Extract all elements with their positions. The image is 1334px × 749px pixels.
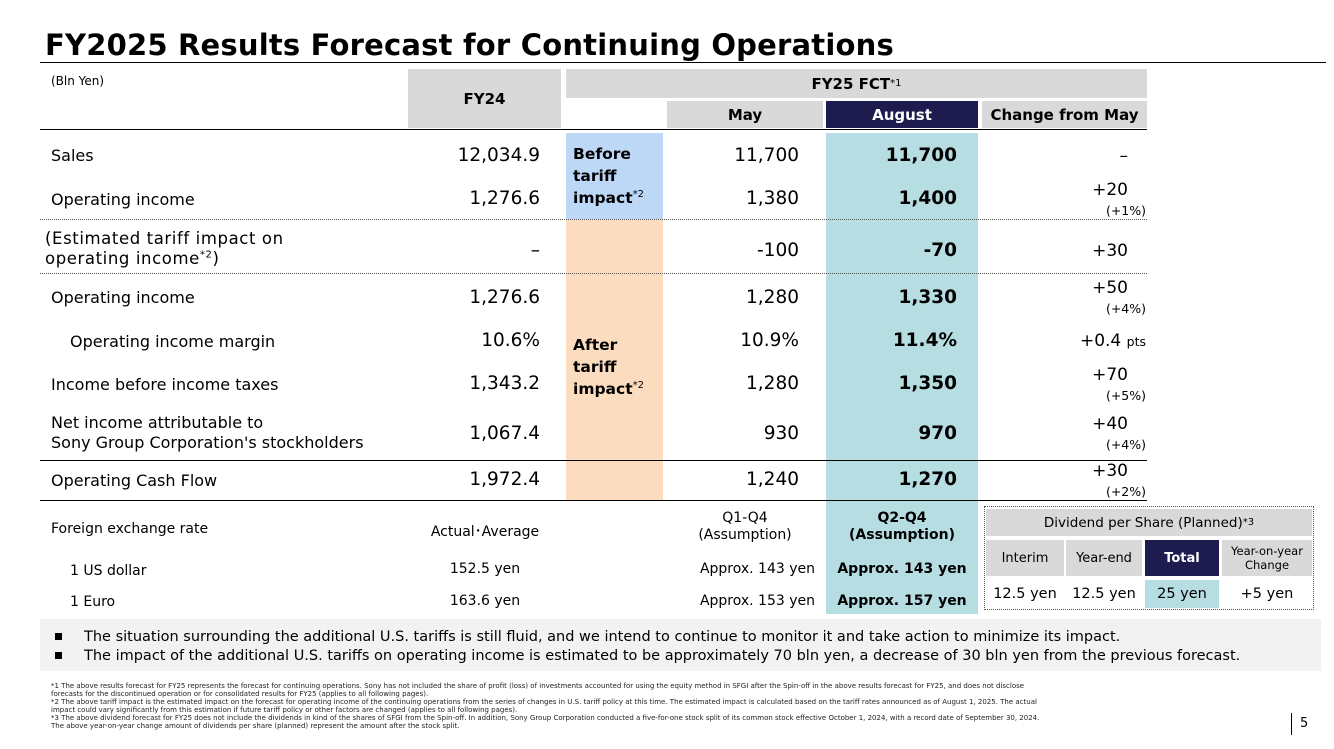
- row-label-operating-income-after: Operating income: [51, 288, 195, 307]
- dividend-box: [984, 506, 1314, 610]
- row-label-operating-cash-flow: Operating Cash Flow: [51, 471, 218, 490]
- cell-fy24: –: [530, 240, 540, 261]
- row-separator: [40, 460, 1147, 461]
- fx-august-header: Q2-Q4 (Assumption): [849, 510, 955, 543]
- fx-label: Foreign exchange rate: [51, 521, 209, 537]
- cell-may: 1,280: [746, 373, 799, 394]
- cell-fy24: 1,067.4: [469, 423, 540, 444]
- notes-box: The situation surrounding the additional…: [40, 619, 1321, 671]
- cell-may: -100: [757, 240, 799, 261]
- bullet-icon: [55, 652, 62, 659]
- fx-row-label-usd: 1 US dollar: [70, 563, 147, 579]
- row-label-operating-income-margin: Operating income margin: [70, 332, 276, 351]
- band-after-label: After tariff impact*2: [573, 336, 644, 398]
- band-after-tariff: [566, 219, 663, 501]
- page-title: FY2025 Results Forecast for Continuing O…: [45, 28, 894, 62]
- cell-fy24: 1,972.4: [469, 469, 540, 490]
- fx-may-eur: Approx. 153 yen: [699, 593, 815, 609]
- header-may: May: [667, 101, 823, 128]
- cell-change: +30: [1092, 461, 1128, 481]
- band-before-label: Before tariff impact*2: [573, 145, 644, 207]
- cell-august: 970: [918, 423, 957, 444]
- cell-fy24: 10.6%: [481, 330, 540, 351]
- dividend-interim-header: Interim: [986, 540, 1064, 576]
- fx-row-label-eur: 1 Euro: [70, 594, 116, 610]
- cell-may: 10.9%: [740, 330, 799, 351]
- dividend-yoy-value: +5 yen: [1240, 586, 1294, 602]
- row-label-income-before-taxes: Income before income taxes: [51, 375, 279, 394]
- title-divider: [40, 62, 1326, 63]
- cell-august: 11.4%: [892, 330, 957, 351]
- unit-label: (Bln Yen): [51, 74, 105, 88]
- fx-actual-eur: 163.6 yen: [449, 593, 521, 609]
- cell-fy24: 12,034.9: [457, 145, 540, 166]
- row-separator: [40, 273, 1147, 274]
- note-item: The situation surrounding the additional…: [52, 627, 1309, 646]
- fx-august-usd: Approx. 143 yen: [837, 561, 967, 577]
- cell-change-pct: (+1%): [1105, 203, 1146, 218]
- bullet-icon: [55, 633, 62, 640]
- cell-august: 11,700: [885, 145, 957, 166]
- header-change-from-may: Change from May: [982, 101, 1147, 128]
- cell-change: +20: [1092, 180, 1128, 200]
- row-separator: [40, 219, 1147, 220]
- fx-august-band: [826, 501, 978, 614]
- cell-august: 1,400: [898, 188, 957, 209]
- cell-change-pct: (+4%): [1105, 301, 1146, 316]
- cell-change-pct: (+5%): [1105, 388, 1146, 403]
- cell-may: 1,240: [746, 469, 799, 490]
- fx-may-header: Q1-Q4 (Assumption): [698, 510, 792, 543]
- dividend-yearend-header: Year-end: [1066, 540, 1142, 576]
- cell-change: +50: [1092, 278, 1128, 298]
- cell-august: 1,330: [898, 287, 957, 308]
- page-number-divider: [1291, 713, 1292, 735]
- cell-fy24: 1,276.6: [469, 287, 540, 308]
- cell-change: +70: [1092, 365, 1128, 385]
- cell-change: +0.4 pts: [1079, 331, 1146, 351]
- fx-august-eur: Approx. 157 yen: [837, 593, 967, 609]
- header-fy24: FY24: [408, 69, 561, 128]
- note-item: The impact of the additional U.S. tariff…: [52, 646, 1309, 665]
- dividend-yearend-value: 12.5 yen: [1072, 586, 1136, 602]
- cell-change: –: [1119, 146, 1129, 166]
- dividend-total-value: 25 yen: [1145, 580, 1219, 608]
- dividend-total-header: Total: [1145, 540, 1219, 576]
- cell-august: -70: [923, 240, 957, 261]
- cell-may: 930: [763, 423, 799, 444]
- fx-may-usd: Approx. 143 yen: [699, 561, 815, 577]
- table-bottom-rule: [40, 500, 1147, 501]
- page-number: 5: [1300, 716, 1309, 731]
- row-label-estimated-tariff-impact: (Estimated tariff impact on operating in…: [45, 229, 284, 268]
- fx-actual-usd: 152.5 yen: [449, 561, 521, 577]
- dividend-yoy-header: Year-on-year Change: [1222, 540, 1312, 576]
- cell-change: +30: [1092, 241, 1128, 261]
- band-before-tariff: [566, 133, 663, 219]
- row-label-sales: Sales: [51, 146, 94, 165]
- cell-fy24: 1,343.2: [469, 373, 540, 394]
- footnotes: *1 The above results forecast for FY25 r…: [51, 682, 1040, 730]
- cell-change-pct: (+4%): [1105, 437, 1146, 452]
- dividend-title: Dividend per Share (Planned) *3: [986, 509, 1312, 536]
- cell-august: 1,270: [898, 469, 957, 490]
- dividend-interim-value: 12.5 yen: [993, 586, 1057, 602]
- cell-change-pct: (+2%): [1105, 484, 1146, 499]
- fx-actual-header: Actual･Average: [430, 524, 540, 540]
- cell-may: 1,280: [746, 287, 799, 308]
- cell-change: +40: [1092, 414, 1128, 434]
- cell-august: 1,350: [898, 373, 957, 394]
- header-rule: [40, 129, 1147, 130]
- cell-may: 1,380: [746, 188, 799, 209]
- row-label-operating-income-before: Operating income: [51, 190, 195, 209]
- band-august-column: [826, 133, 978, 501]
- row-label-net-income: Net income attributable to Sony Group Co…: [51, 413, 364, 452]
- header-fy25-fct: FY25 FCT *1: [566, 69, 1147, 98]
- cell-may: 11,700: [734, 145, 799, 166]
- cell-fy24: 1,276.6: [469, 188, 540, 209]
- header-august: August: [826, 101, 978, 128]
